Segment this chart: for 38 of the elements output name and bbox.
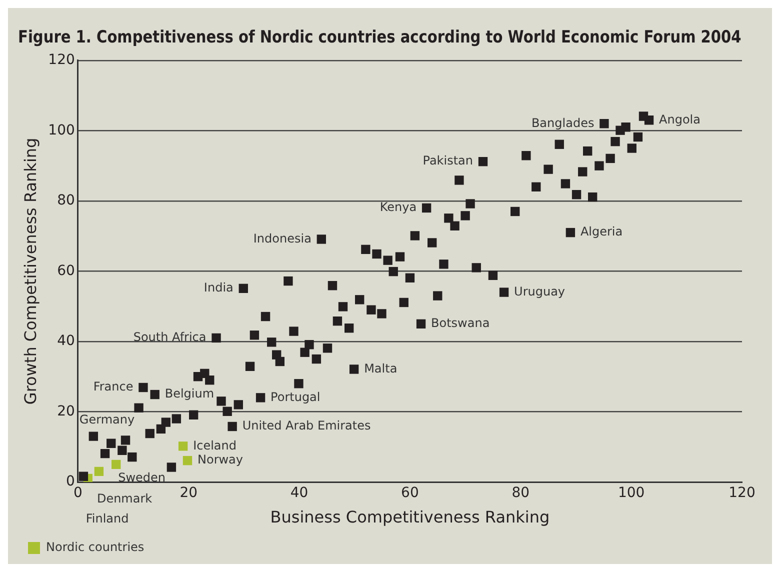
annotation: Uruguay xyxy=(514,284,566,298)
chart-title: Figure 1. Competitiveness of Nordic countries according to World Economic Forum 2004 xyxy=(18,26,742,47)
annotation: Portugal xyxy=(270,390,320,404)
x-tick-label: 120 xyxy=(728,485,756,502)
y-tick-label: 20 xyxy=(57,403,75,420)
y-tick-label: 60 xyxy=(57,262,75,279)
x-tick-label: 100 xyxy=(618,485,645,502)
annotation: Belgium xyxy=(164,386,214,401)
annotation: South Africa xyxy=(133,330,206,344)
legend-label: Nordic countries xyxy=(46,540,144,554)
y-tick-label: 40 xyxy=(57,333,75,350)
annotation: Iceland xyxy=(193,438,237,452)
annotation: Malta xyxy=(364,361,398,376)
annotation: United Arab Emirates xyxy=(242,418,371,433)
annotation: Botswana xyxy=(431,316,490,330)
y-tick-label: 80 xyxy=(57,192,75,209)
annotation: India xyxy=(204,280,234,295)
annotation: Indonesia xyxy=(253,231,312,246)
annotation: Denmark xyxy=(96,492,152,506)
annotation: Norway xyxy=(197,452,244,467)
annotation: Angola xyxy=(659,112,700,126)
annotation: Banglades xyxy=(531,116,594,130)
x-tick-label: 40 xyxy=(290,485,308,502)
y-axis-title: Growth Competitiveness Ranking xyxy=(20,138,40,405)
annotation: Sweden xyxy=(118,470,166,485)
annotation: Algeria xyxy=(580,224,623,239)
annotation: Pakistan xyxy=(422,154,474,168)
annotation: Germany xyxy=(79,412,135,426)
x-tick-label: 60 xyxy=(401,485,419,502)
y-tick-label: 0 xyxy=(66,474,75,490)
y-tick-label: 100 xyxy=(48,122,75,138)
x-axis-title: Business Competitiveness Ranking xyxy=(270,508,550,527)
annotation: Kenya xyxy=(380,200,417,214)
annotation: France xyxy=(93,380,134,394)
x-tick-label: 80 xyxy=(512,485,530,502)
y-tick-label: 120 xyxy=(48,52,75,68)
annotation: Finland xyxy=(86,512,129,526)
x-tick-label: 20 xyxy=(180,485,198,502)
